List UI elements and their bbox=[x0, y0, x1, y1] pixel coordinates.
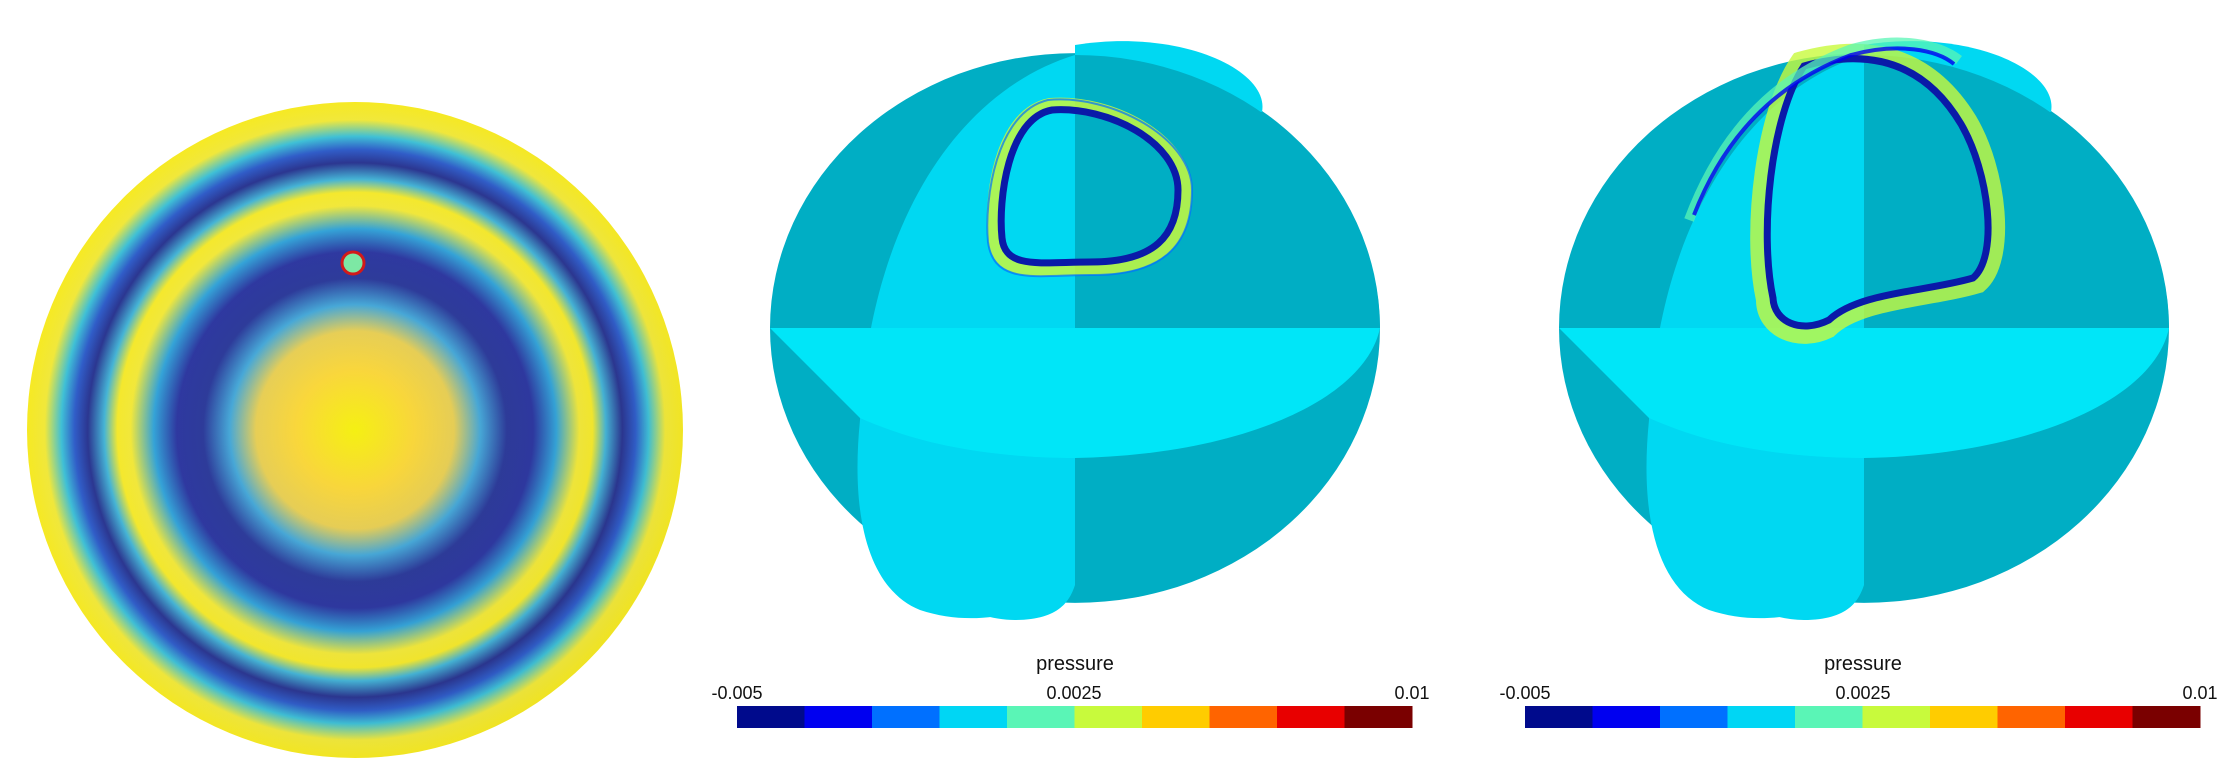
colorbar-swatch bbox=[1209, 706, 1278, 728]
colorbar-swatch bbox=[872, 706, 940, 728]
colorbar-min-early: -0.005 bbox=[711, 683, 762, 703]
sphere-horizontal-slice bbox=[1559, 328, 2169, 458]
sphere-right-dark bbox=[1864, 55, 2169, 328]
colorbar-swatch bbox=[1727, 706, 1796, 728]
colorbar-swatch bbox=[1525, 706, 1593, 728]
sphere-front-lobe bbox=[1649, 420, 1864, 620]
sphere-panel-early bbox=[770, 41, 1380, 620]
colorbar-swatch bbox=[1074, 706, 1143, 728]
colorbar-swatch bbox=[1592, 706, 1661, 728]
colorbar-swatch bbox=[1344, 706, 1413, 728]
colorbar-title-early: pressure bbox=[1036, 653, 1114, 675]
disk-panel bbox=[27, 102, 683, 758]
pressure-ring-outer bbox=[986, 97, 1193, 277]
source-marker bbox=[340, 250, 366, 276]
colorbar-early bbox=[737, 706, 1413, 728]
pressure-ring-halo bbox=[986, 98, 1194, 278]
pressure-wave-outer bbox=[1750, 43, 2006, 344]
colorbar-swatch bbox=[737, 706, 805, 728]
pressure-wave-inner bbox=[1763, 55, 1992, 330]
sphere-panel-late bbox=[1559, 37, 2169, 620]
sphere-right-dark bbox=[1075, 55, 1380, 328]
colorbar-max-early: 0.01 bbox=[1394, 683, 1429, 703]
colorbar-swatch bbox=[1007, 706, 1075, 728]
colorbar-swatch bbox=[1997, 706, 2066, 728]
colorbar-title-late: pressure bbox=[1824, 653, 1902, 675]
colorbar-swatch bbox=[1142, 706, 1210, 728]
colorbar-late bbox=[1525, 706, 2201, 728]
colorbar-swatch bbox=[1795, 706, 1863, 728]
colorbar-swatch bbox=[1862, 706, 1931, 728]
pressure-wave-arc bbox=[1684, 37, 1962, 222]
colorbar-swatch bbox=[939, 706, 1008, 728]
disk-shade bbox=[27, 102, 683, 758]
colorbar-swatch bbox=[2065, 706, 2133, 728]
colorbar-max-late: 0.01 bbox=[2182, 683, 2217, 703]
pressure-ring-inner bbox=[997, 106, 1182, 267]
pressure-wave-arc-dark bbox=[1692, 46, 1956, 216]
colorbar-swatch bbox=[1660, 706, 1728, 728]
colorbar-swatch bbox=[2132, 706, 2201, 728]
sphere-front-lobe bbox=[860, 420, 1075, 620]
colorbar-swatch bbox=[804, 706, 873, 728]
colorbar-mid-early: 0.0025 bbox=[1046, 683, 1101, 703]
colorbar-swatch bbox=[1277, 706, 1345, 728]
sphere-horizontal-slice bbox=[770, 328, 1380, 458]
colorbar-min-late: -0.005 bbox=[1499, 683, 1550, 703]
colorbar-swatch bbox=[1930, 706, 1998, 728]
colorbar-mid-late: 0.0025 bbox=[1835, 683, 1890, 703]
